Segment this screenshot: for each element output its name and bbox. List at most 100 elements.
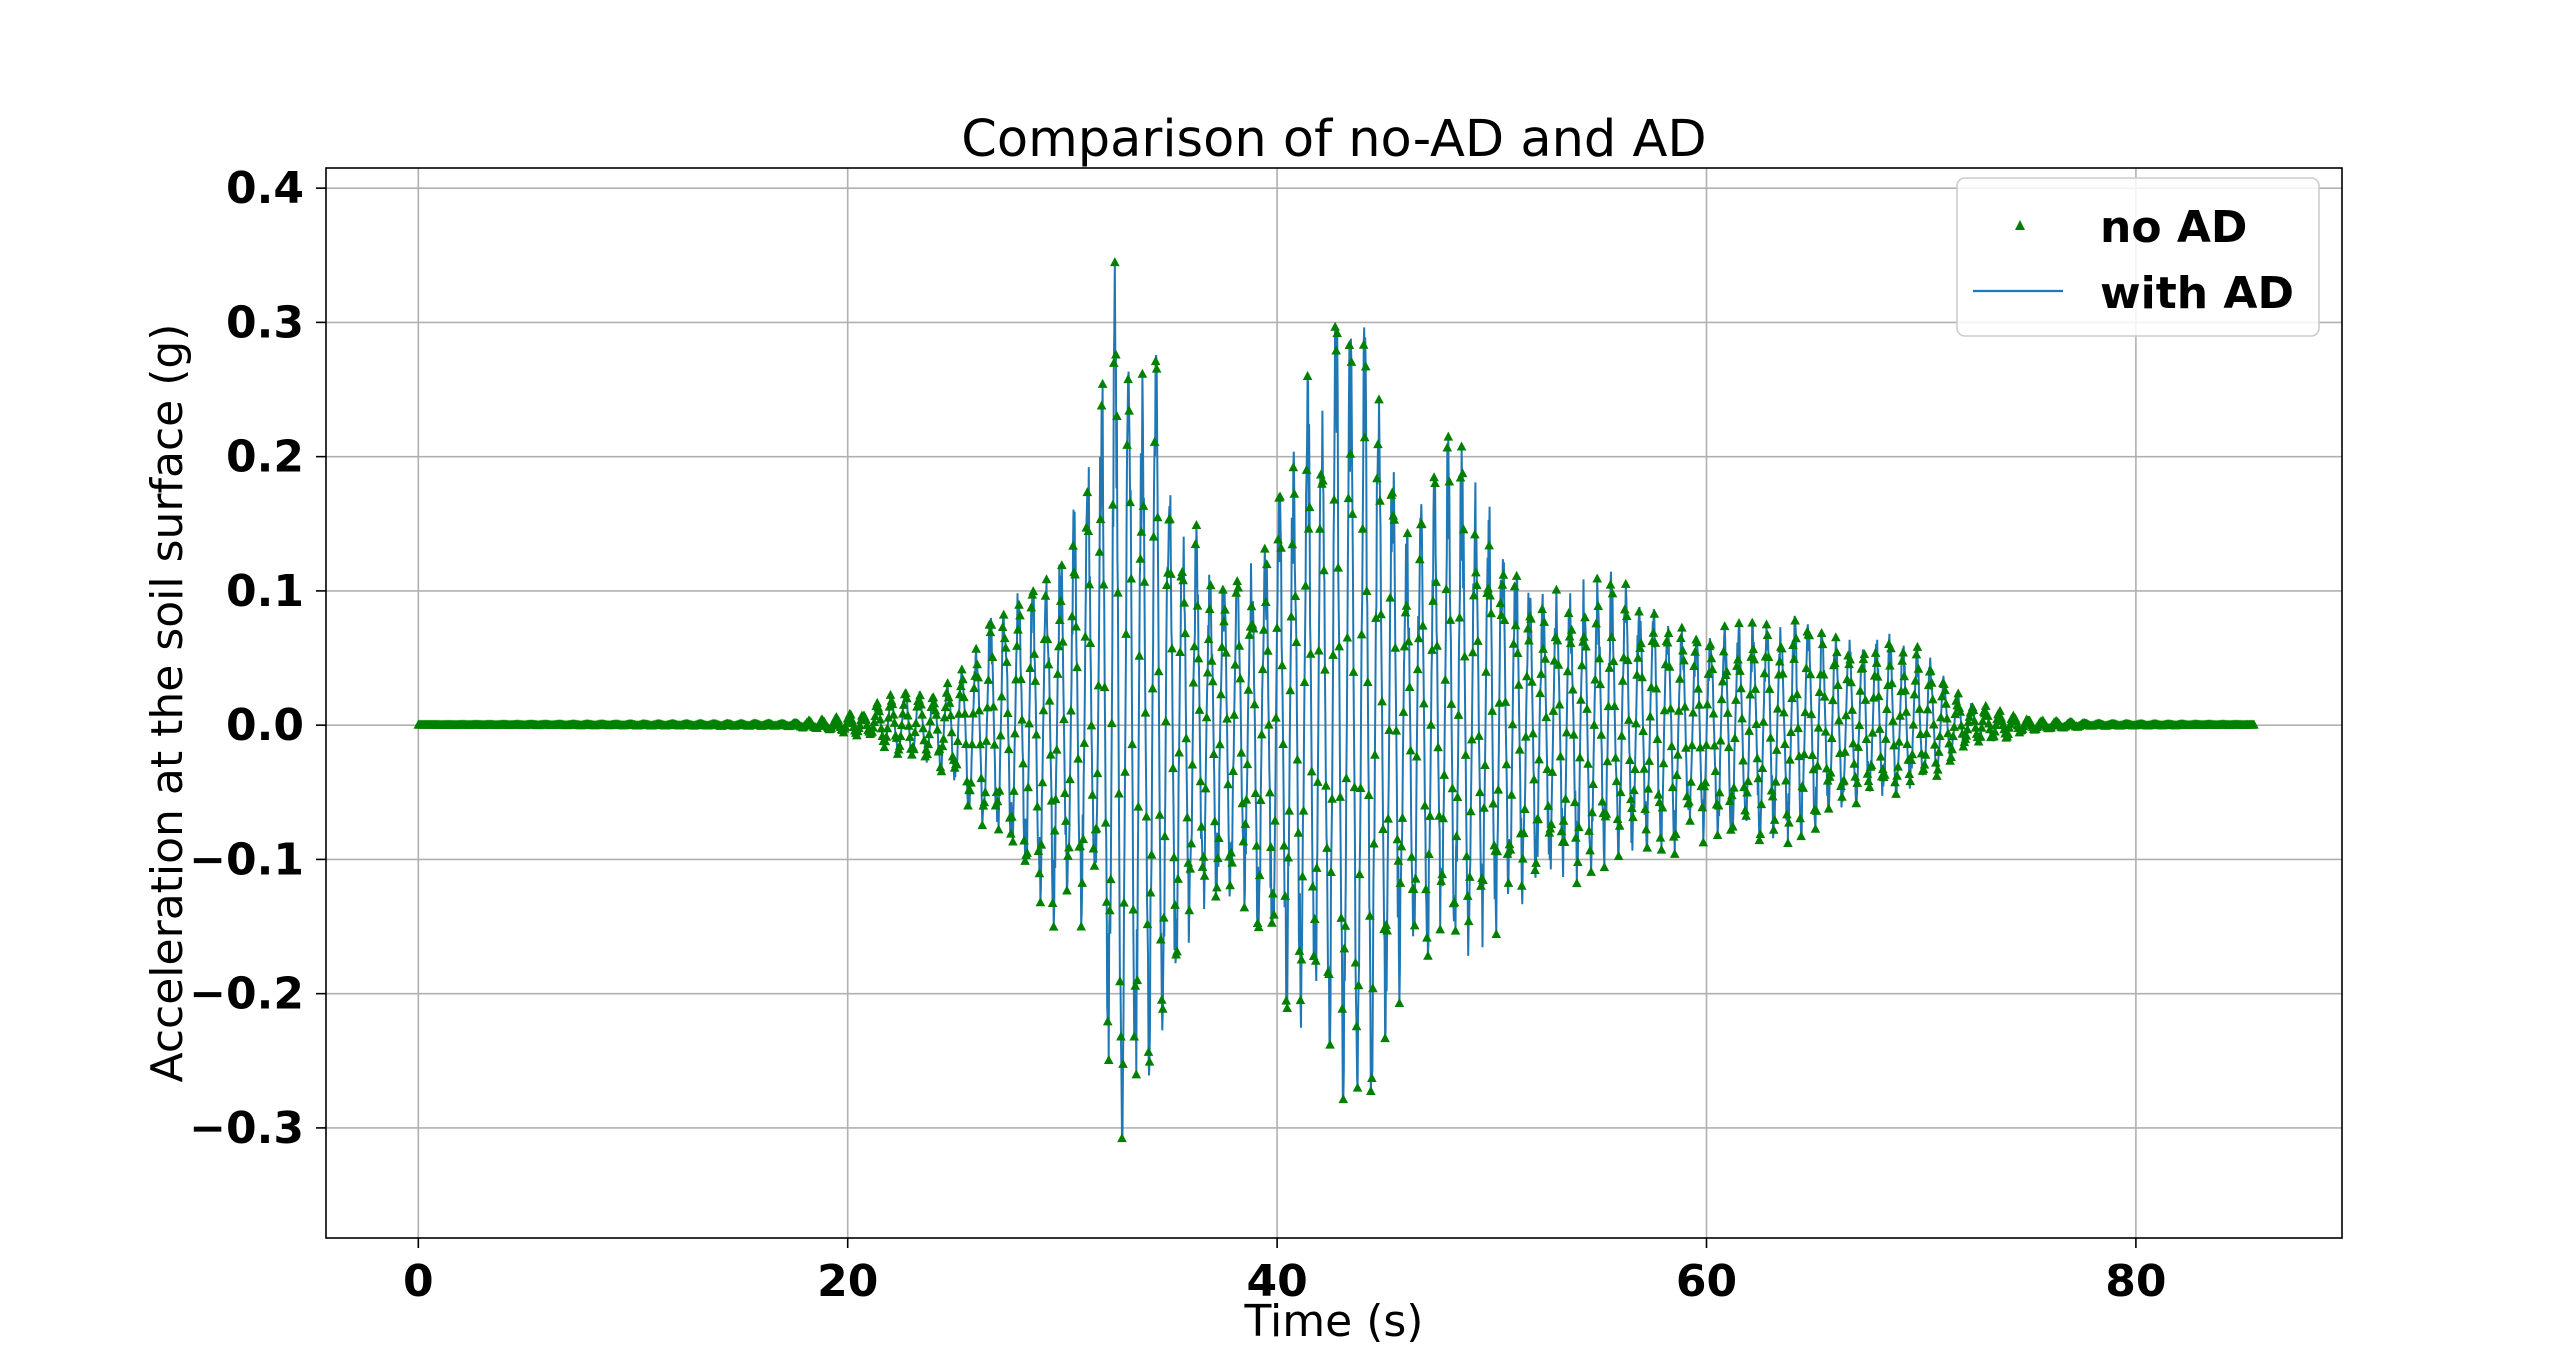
no-ad-point [959,692,969,702]
no-ad-point [1457,468,1468,478]
no-ad-point [1949,721,1959,731]
no-ad-point [1141,811,1152,821]
no-ad-point [1780,738,1790,748]
no-ad-point [1382,925,1392,935]
no-ad-point [1355,783,1366,793]
no-ad-point [1037,777,1048,787]
no-ad-point [1301,464,1312,474]
no-ad-point [1366,1085,1376,1095]
no-ad-point [1408,883,1419,893]
y-axis-label: Acceleration at the soil surface (g) [142,324,193,1083]
no-ad-point [1326,866,1336,876]
no-ad-point [1889,740,1899,750]
no-ad-point [1583,758,1593,768]
no-ad-point [1432,640,1442,650]
no-ad-point [1020,855,1030,865]
no-ad-point [1220,604,1230,614]
x-tick-label: 0 [403,1256,434,1307]
no-ad-point [1529,774,1539,784]
no-ad-point [1998,720,2008,730]
no-ad-point [1799,749,1810,759]
no-ad-point [1144,1056,1155,1066]
no-ad-point [1816,627,1827,637]
x-axis-label: Time (s) [1244,1296,1424,1347]
no-ad-point [1874,723,1885,733]
no-ad-point [1071,621,1081,631]
no-ad-point [1022,847,1032,857]
no-ad-point [1666,741,1677,751]
no-ad-point [1642,842,1652,852]
no-ad-point [1692,637,1702,647]
no-ad-point [1384,725,1394,735]
no-ad-point [1403,636,1414,646]
no-ad-point [1778,668,1788,678]
no-ad-point [1729,782,1739,792]
no-ad-point [1688,707,1698,717]
no-ad-point [1989,731,1999,741]
no-ad-point [1483,583,1493,593]
no-ad-point [896,720,907,730]
no-ad-point [924,729,935,739]
no-ad-point [1586,866,1596,876]
no-ad-point [1976,722,1987,732]
x-tick-label: 80 [2105,1256,2166,1307]
no-ad-point [1017,714,1027,724]
no-ad-point [1594,653,1605,663]
no-ad-point [1813,722,1824,732]
no-ad-point [1325,1039,1335,1049]
no-ad-point [1070,569,1080,579]
no-ad-point [879,741,890,751]
no-ad-point [1290,591,1301,601]
no-ad-point [1922,704,1933,714]
no-ad-point [1597,796,1608,806]
no-ad-point [1414,554,1425,564]
no-ad-point [1148,531,1159,541]
no-ad-point [1146,849,1157,859]
no-ad-point [1399,641,1410,651]
no-ad-point [1827,695,1838,705]
no-ad-point [1058,636,1068,646]
no-ad-point [1935,730,1945,740]
no-ad-point [1635,642,1645,652]
no-ad-point [882,723,893,733]
no-ad-point [1767,791,1778,801]
no-ad-point [1337,1003,1348,1013]
no-ad-point [1524,635,1534,645]
no-ad-point [1919,759,1930,769]
no-ad-point [1534,754,1544,764]
no-ad-point [1389,514,1400,524]
no-ad-point [958,674,968,684]
no-ad-point [1920,749,1931,759]
no-ad-point [1845,654,1855,664]
no-ad-point [1065,774,1075,784]
no-ad-point [1110,257,1120,267]
no-ad-point [977,820,988,830]
no-ad-point [885,689,896,699]
no-ad-point [1566,624,1577,634]
no-ad-point [1019,835,1029,845]
no-ad-point [918,723,928,733]
no-ad-point [1728,821,1738,831]
no-ad-point [1855,685,1866,695]
no-ad-point [1516,880,1527,890]
no-ad-point [1961,730,1972,740]
no-ad-point [1238,836,1249,846]
no-ad-point [1209,816,1220,826]
no-ad-point [1295,995,1306,1005]
no-ad-point [1240,818,1251,828]
no-ad-point [1599,862,1610,872]
no-ad-point [1472,580,1482,590]
no-ad-point [845,709,856,719]
no-ad-point [1312,776,1323,786]
no-ad-point [1895,710,1905,720]
no-ad-point [1318,475,1328,485]
no-ad-point [1913,663,1924,673]
no-ad-point [954,708,964,718]
no-ad-point [944,697,955,707]
no-ad-point [1837,791,1847,801]
no-ad-point [1214,832,1224,842]
no-ad-point [1849,758,1860,768]
no-ad-point [1717,676,1728,686]
no-ad-point [1714,787,1725,797]
no-ad-point [1652,733,1663,743]
